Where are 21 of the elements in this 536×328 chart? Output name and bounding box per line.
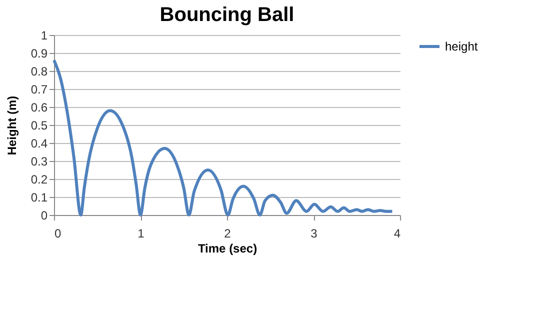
y-tick-label: 0.5 (30, 118, 48, 132)
x-tick-label: 4 (394, 226, 401, 240)
y-tick-label: 0.4 (30, 136, 48, 150)
y-tick-label: 1 (40, 28, 48, 42)
y-tick-label: 0 (40, 208, 48, 222)
y-tick-label: 0.6 (30, 100, 48, 114)
line-series (52, 58, 394, 216)
x-tick-label: 0 (54, 226, 62, 240)
x-tick-label: 3 (310, 226, 318, 240)
y-tick-label: 0.1 (30, 190, 48, 204)
x-tick-label: 1 (138, 226, 145, 240)
legend-label: height (445, 40, 478, 54)
x-tick-label: 2 (224, 226, 232, 240)
y-tick-label: 0.7 (30, 82, 48, 96)
y-tick-label: 0.3 (30, 154, 48, 168)
chart-title: Bouncing Ball (160, 4, 294, 26)
y-tick-label: 0.2 (30, 172, 48, 186)
y-axis-title: Height (m) (4, 96, 19, 156)
x-axis-title: Time (sec) (198, 242, 258, 256)
y-tick-label: 0.8 (30, 64, 48, 78)
y-tick-label: 0.9 (30, 46, 48, 60)
